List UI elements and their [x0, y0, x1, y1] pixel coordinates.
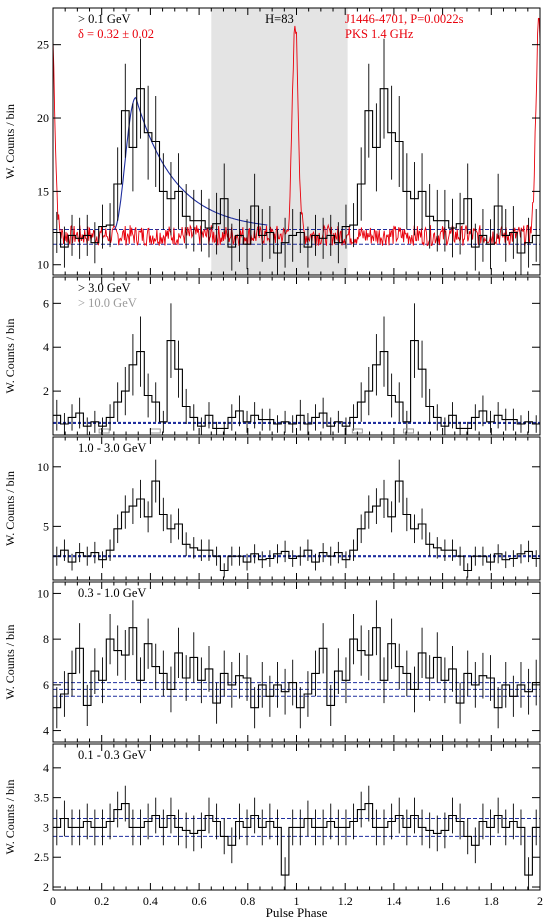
x-tick-label: 0.2 [94, 894, 109, 908]
y-axis-label: W. Counts / bin [3, 780, 17, 855]
y-tick-label: 4 [43, 340, 49, 354]
lightcurve-fit-curve [113, 96, 268, 230]
high-energy-bin-marker [149, 428, 161, 434]
y-tick-label: 10 [37, 586, 49, 600]
y-tick-label: 2 [43, 384, 49, 398]
high-energy-bin-marker [403, 428, 415, 434]
panel-4: 4 6 8 10 W. Counts / bin 0.3 - 1.0 GeV [3, 581, 541, 743]
x-tick-label: 1.6 [435, 894, 450, 908]
panel-3: 5 10 W. Counts / bin 1.0 - 3.0 GeV [3, 436, 541, 581]
x-tick-label: 0.8 [240, 894, 255, 908]
y-tick-label: 10 [37, 258, 49, 272]
y-tick-label: 2.5 [34, 850, 49, 864]
energy-band-label: > 0.1 GeV [78, 12, 131, 26]
pulsar-info-label: PKS 1.4 GHz [345, 27, 414, 41]
panel-frame [52, 743, 541, 891]
x-tick-label: 0.4 [143, 894, 158, 908]
count-histogram [53, 480, 540, 572]
error-bars [56, 600, 537, 729]
x-tick-label: 2 [537, 894, 543, 908]
y-tick-label: 2 [43, 880, 49, 894]
y-axis-label: W. Counts / bin [3, 625, 17, 700]
y-tick-label: 10 [37, 460, 49, 474]
y-tick-label: 8 [43, 632, 49, 646]
h-test-label: H=83 [265, 12, 294, 26]
count-histogram [53, 803, 540, 876]
x-tick-label: 1.4 [386, 894, 401, 908]
y-tick-label: 4 [43, 761, 49, 775]
x-tick-label: 0.6 [192, 894, 207, 908]
y-tick-label: 6 [43, 296, 49, 310]
count-histogram [53, 340, 540, 429]
high-energy-bin-marker [98, 428, 110, 434]
energy-band-label: 1.0 - 3.0 GeV [78, 441, 146, 455]
y-axis-label: W. Counts / bin [3, 104, 17, 179]
y-tick-label: 25 [37, 38, 49, 52]
x-axis-label: Pulse Phase [266, 905, 328, 920]
energy-band-label: 0.1 - 0.3 GeV [78, 748, 146, 762]
energy-band-label: 0.3 - 1.0 GeV [78, 586, 146, 600]
x-tick-label: 1.2 [338, 894, 353, 908]
panel-5: 2 2.5 3 3.5 4 W. Counts / bin 0.1 - 0.3 GeV [3, 743, 541, 894]
energy-band-label: > 3.0 GeV [78, 281, 131, 295]
error-bars [56, 303, 537, 435]
error-bars [56, 459, 537, 578]
y-tick-label: 3.5 [34, 791, 49, 805]
x-tick-label: 0 [50, 894, 56, 908]
panel-2: 2 4 6 W. Counts / bin > 3.0 GeV> 10.0 GeV [3, 276, 541, 436]
pulsar-info-label: J1446-4701, P=0.0022s [345, 12, 464, 26]
y-axis-label: W. Counts / bin [3, 319, 17, 394]
y-tick-label: 15 [37, 184, 49, 198]
count-histogram [53, 88, 540, 254]
y-tick-label: 6 [43, 678, 49, 692]
y-axis-label: W. Counts / bin [3, 471, 17, 546]
panel-frame [52, 581, 541, 743]
energy-band-label: > 10.0 GeV [78, 296, 137, 310]
y-tick-label: 5 [43, 519, 49, 533]
error-bars [56, 785, 537, 890]
y-tick-label: 4 [43, 724, 49, 738]
energy-band-label: δ = 0.32 ± 0.02 [78, 27, 154, 41]
y-tick-label: 3 [43, 820, 49, 834]
x-tick-label: 1.8 [484, 894, 499, 908]
x-axis: 0 0.2 0.4 0.6 0.8 1 1.2 1.4 1.6 1.8 2 Pulse Phase [50, 894, 543, 920]
x-tick-label: 1 [294, 894, 300, 908]
y-tick-label: 20 [37, 111, 49, 125]
count-histogram [53, 627, 540, 709]
radio-profile-curve [53, 17, 540, 247]
error-bars [56, 38, 537, 275]
